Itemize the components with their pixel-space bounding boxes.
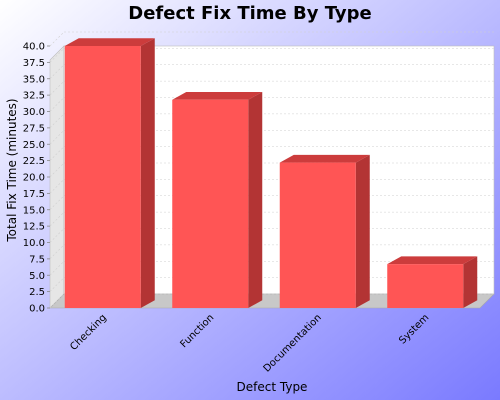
bar-side bbox=[463, 256, 478, 308]
y-tick-label: 32.5 bbox=[23, 91, 45, 102]
y-tick-label: 20.0 bbox=[23, 173, 45, 184]
bar-checking bbox=[64, 38, 155, 309]
gridline-diagonal bbox=[49, 162, 65, 178]
y-tick-label: 22.5 bbox=[23, 156, 45, 167]
y-tick-label: 27.5 bbox=[23, 123, 45, 134]
bars bbox=[64, 38, 478, 309]
bar-function bbox=[172, 92, 263, 309]
y-tick-label: 40.0 bbox=[23, 42, 45, 53]
x-axis-label: Defect Type bbox=[237, 380, 308, 394]
y-tick-label: 30.0 bbox=[23, 107, 45, 118]
gridline-diagonal bbox=[49, 113, 65, 129]
bar-system bbox=[387, 256, 478, 308]
plot-left-wall bbox=[49, 45, 65, 309]
gridline-diagonal bbox=[49, 80, 65, 96]
y-tick-label: 15.0 bbox=[23, 205, 45, 216]
bar-documentation bbox=[279, 154, 370, 308]
gridline-diagonal bbox=[49, 31, 65, 47]
gridline-diagonal bbox=[49, 277, 65, 292]
y-tick-label: 5.0 bbox=[29, 271, 45, 282]
gridline-diagonal bbox=[49, 293, 65, 309]
y-tick-label: 35.0 bbox=[23, 74, 45, 85]
y-tick-label: 37.5 bbox=[23, 58, 45, 69]
gridline-diagonal bbox=[49, 97, 65, 112]
bar-side bbox=[355, 154, 370, 308]
y-tick-label: 2.5 bbox=[29, 287, 45, 298]
y-tick-label: 7.5 bbox=[29, 254, 45, 265]
bar-top bbox=[172, 92, 263, 100]
gridline-diagonal bbox=[49, 228, 65, 243]
bar-front bbox=[387, 264, 464, 308]
bar-top bbox=[279, 154, 370, 163]
gridline-diagonal bbox=[49, 244, 65, 260]
y-tick-label: 10.0 bbox=[23, 238, 45, 249]
chart-title: Defect Fix Time By Type bbox=[128, 3, 371, 24]
gridline-diagonal bbox=[49, 146, 65, 161]
gridline-diagonal bbox=[49, 195, 65, 210]
y-axis-label: Total Fix Time (minutes) bbox=[5, 98, 19, 242]
bar-front bbox=[172, 99, 249, 309]
bar-side bbox=[248, 92, 263, 308]
gridlines bbox=[49, 31, 494, 309]
bar-side bbox=[140, 38, 155, 309]
bar-front bbox=[279, 162, 356, 308]
gridline-diagonal bbox=[49, 48, 65, 63]
bar-top bbox=[387, 256, 478, 265]
y-tick-label: 12.5 bbox=[23, 222, 45, 233]
gridline-diagonal bbox=[49, 130, 65, 145]
bar-top bbox=[64, 38, 155, 46]
gridline-diagonal bbox=[49, 179, 65, 194]
y-axis-ticks: 0.0 2.5 5.0 7.5 10.0 12.5 15.0 17.5 20.0 22.5 25.0… bbox=[23, 42, 50, 315]
gridline-diagonal bbox=[49, 211, 65, 227]
bar-front bbox=[64, 46, 141, 308]
y-tick-label: 17.5 bbox=[23, 189, 45, 200]
y-tick-label: 0.0 bbox=[29, 304, 45, 315]
gridline-diagonal bbox=[49, 64, 65, 79]
y-tick-label: 25.0 bbox=[23, 140, 45, 151]
gridline-diagonal bbox=[49, 261, 65, 276]
